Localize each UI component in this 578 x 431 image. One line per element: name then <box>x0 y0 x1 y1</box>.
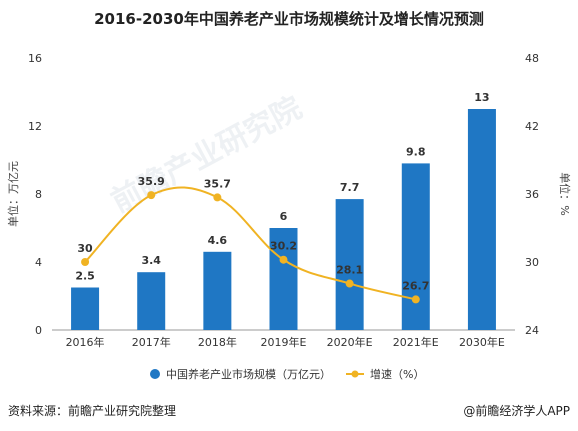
growth-value-label: 35.9 <box>138 175 165 188</box>
growth-value-label: 28.1 <box>336 264 363 277</box>
bar-value-label: 3.4 <box>141 254 161 267</box>
growth-series-line <box>84 186 417 301</box>
x-tick-label: 2018年 <box>198 335 237 349</box>
bar <box>467 109 496 330</box>
x-tick-label: 2030年E <box>459 335 505 349</box>
y2-axis-title: 单位：% <box>558 172 572 215</box>
x-tick-label: 2021年E <box>393 335 439 349</box>
bar <box>203 251 232 330</box>
x-tick-label: 2017年 <box>132 335 171 349</box>
x-tick-label: 2016年 <box>66 335 105 349</box>
y-tick-label: 12 <box>28 120 42 133</box>
bar-value-label: 13 <box>474 91 489 104</box>
legend-line-marker <box>351 370 359 378</box>
y2-tick-label: 30 <box>525 256 539 269</box>
growth-value-label: 26.7 <box>402 279 429 292</box>
chart-title: 2016-2030年中国养老产业市场规模统计及增长情况预测 <box>94 10 484 28</box>
bars <box>71 109 496 330</box>
bar-value-label: 2.5 <box>75 270 95 283</box>
data-labels: 2.5 3.4 4.6 6 7.7 9.8 13 30 35.9 35.7 30.2 28.1 26.7 <box>75 91 489 292</box>
bar-value-label: 7.7 <box>340 181 360 194</box>
bar <box>401 163 430 330</box>
legend-bar-swatch <box>150 369 160 379</box>
y-axis-title: 单位：万亿元 <box>6 161 20 227</box>
growth-value-label: 30.2 <box>270 240 297 253</box>
growth-point <box>213 193 222 202</box>
y2-tick-label: 48 <box>525 52 539 65</box>
bar <box>269 228 298 330</box>
growth-point <box>279 255 288 264</box>
y2-tick-label: 36 <box>525 188 539 201</box>
bar-value-label: 4.6 <box>208 234 228 247</box>
legend: 中国养老产业市场规模（万亿元） 增速（%） <box>150 367 424 381</box>
growth-point <box>411 295 420 304</box>
growth-line <box>81 186 420 304</box>
y2-tick-label: 24 <box>525 324 539 337</box>
growth-value-label: 35.7 <box>204 177 231 190</box>
x-tick-label: 2020年E <box>327 335 373 349</box>
legend-line-label: 增速（%） <box>370 367 424 381</box>
y-tick-label: 8 <box>35 188 42 201</box>
growth-point <box>81 258 90 266</box>
x-tick-label: 2019年E <box>261 335 307 349</box>
y-tick-label: 4 <box>35 256 42 269</box>
source-note: 资料来源：前瞻产业研究院整理 <box>8 404 177 418</box>
bar <box>137 272 166 330</box>
growth-point <box>345 279 354 288</box>
legend-bar-label: 中国养老产业市场规模（万亿元） <box>166 367 331 381</box>
growth-point <box>147 191 156 200</box>
bar-value-label: 9.8 <box>406 145 426 158</box>
bar <box>71 287 100 330</box>
bar-value-label: 6 <box>280 210 288 223</box>
bar <box>335 199 364 330</box>
credit-note: @前瞻经济学人APP <box>463 404 570 418</box>
y-tick-label: 16 <box>28 52 42 65</box>
y-tick-label: 0 <box>35 324 42 337</box>
y2-tick-label: 42 <box>525 120 539 133</box>
growth-value-label: 30 <box>77 242 93 255</box>
